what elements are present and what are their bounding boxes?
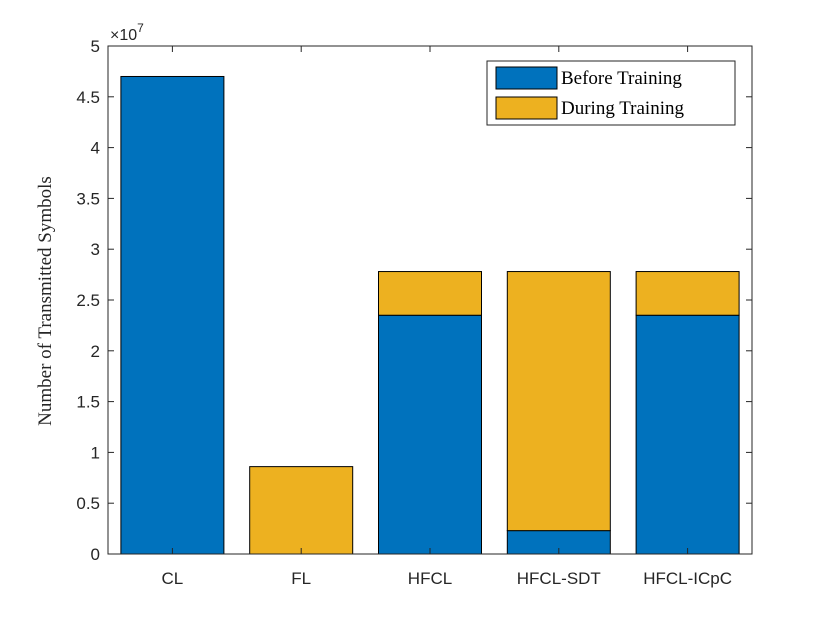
- ticks: [108, 45, 752, 555]
- y-tick-label: 4.5: [76, 88, 100, 107]
- y-tick-label: 5: [91, 37, 100, 56]
- bar-hfcl-before-training: [378, 314, 482, 555]
- legend-swatch-before-training: [495, 66, 558, 90]
- y-multiplier-exponent: 7: [137, 21, 144, 35]
- x-tick-label-fl: FL: [291, 569, 311, 588]
- legend-label-during-training: During Training: [561, 98, 684, 119]
- y-tick-label: 2: [91, 342, 100, 361]
- y-multiplier-base: ×10: [110, 27, 137, 44]
- bar-hfcl-during-training: [378, 271, 482, 316]
- bar-cl-before-training: [120, 75, 225, 555]
- legend: Before Training During Training: [486, 60, 736, 126]
- x-tick-label-cl: CL: [162, 569, 184, 588]
- x-tick-label-hfcl: HFCL: [408, 569, 452, 588]
- y-tick-labels: 0 0.5 1 1.5 2 2.5 3 3.5 4 4.5 5: [76, 37, 100, 564]
- y-multiplier: ×107: [110, 21, 144, 44]
- bars: [120, 75, 740, 555]
- y-axis-label: Number of Transmitted Symbols: [35, 176, 56, 426]
- y-tick-label: 1: [91, 443, 100, 462]
- y-tick-label: 3: [91, 240, 100, 259]
- bar-fl-during-training: [249, 466, 354, 555]
- y-tick-label: 4: [91, 139, 100, 158]
- bar-hfcl-icpc-before-training: [635, 314, 740, 555]
- legend-label-before-training: Before Training: [561, 68, 682, 89]
- y-tick-label: 1.5: [76, 393, 100, 412]
- x-tick-label-hfcl-sdt: HFCL-SDT: [517, 569, 601, 588]
- legend-swatch-during-training: [495, 96, 558, 120]
- x-tick-labels: CL FL HFCL HFCL-SDT HFCL-ICpC: [162, 569, 732, 588]
- bar-hfcl-sdt-during-training: [506, 271, 611, 532]
- y-tick-label: 0: [91, 545, 100, 564]
- y-tick-label: 3.5: [76, 189, 100, 208]
- y-tick-label: 0.5: [76, 494, 100, 513]
- x-tick-label-hfcl-icpc: HFCL-ICpC: [643, 569, 732, 588]
- y-tick-label: 2.5: [76, 291, 100, 310]
- bar-hfcl-icpc-during-training: [635, 271, 740, 316]
